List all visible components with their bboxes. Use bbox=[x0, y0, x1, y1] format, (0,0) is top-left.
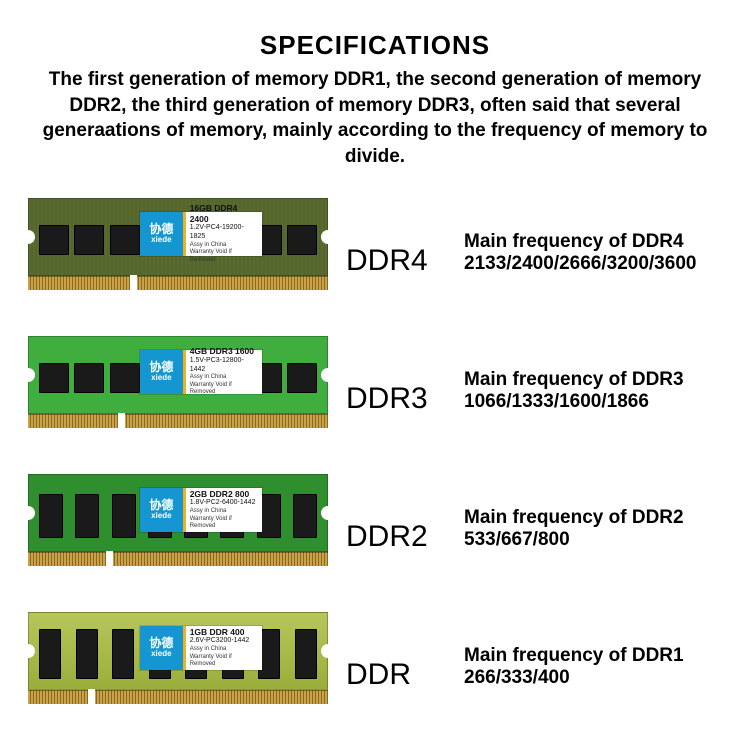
desc-line2: 2133/2400/2666/3200/3600 bbox=[464, 253, 730, 275]
module-rows: 协德xiede16GB DDR4 24001.2V-PC4-19200-1825… bbox=[20, 198, 730, 704]
brand-cn: 协德 bbox=[149, 223, 173, 236]
ram-chip bbox=[39, 629, 61, 679]
subtitle: The first generation of memory DDR1, the… bbox=[20, 67, 730, 170]
sticker-main: 1GB DDR 400 bbox=[190, 627, 258, 638]
desc-line2: 1066/1333/1600/1866 bbox=[464, 391, 730, 413]
ram-chip bbox=[39, 363, 69, 393]
sticker-main: 16GB DDR4 2400 bbox=[190, 203, 258, 224]
ram-sticker: 协德xiede 1GB DDR 4002.6V-PC3200-1442Assy i… bbox=[140, 626, 262, 670]
ram-chip bbox=[287, 363, 317, 393]
ram-chip bbox=[39, 494, 63, 538]
ram-chip bbox=[293, 494, 317, 538]
sticker-warranty: Warranty Void if Removed bbox=[190, 654, 258, 669]
ram-module: 协德xiede 2GB DDR2 8001.8V-PC2-6400-1442Ass… bbox=[28, 474, 328, 566]
sticker-assy: Assy in China bbox=[190, 508, 258, 516]
module-row: 协德xiede 2GB DDR2 8001.8V-PC2-6400-1442Ass… bbox=[28, 474, 730, 566]
brand-en: xiede bbox=[151, 650, 171, 659]
sticker-assy: Assy in China bbox=[190, 646, 258, 654]
ram-contacts bbox=[28, 414, 328, 428]
ram-chip bbox=[110, 225, 140, 255]
sticker-sub: 2.6V-PC3200-1442 bbox=[190, 637, 258, 646]
desc-line1: Main frequency of DDR2 bbox=[464, 507, 730, 529]
ram-chip bbox=[287, 225, 317, 255]
module-row: 协德xiede 1GB DDR 4002.6V-PC3200-1442Assy i… bbox=[28, 612, 730, 704]
module-description: Main frequency of DDR31066/1333/1600/186… bbox=[464, 351, 730, 413]
ram-module: 协德xiede 16GB DDR4 24001.2V-PC4-19200-1825… bbox=[28, 198, 328, 290]
ram-sticker: 协德xiede16GB DDR4 24001.2V-PC4-19200-1825… bbox=[140, 212, 262, 256]
module-description: Main frequency of DDR42133/2400/2666/320… bbox=[464, 213, 730, 275]
ram-contacts bbox=[28, 276, 328, 290]
type-label: DDR4 bbox=[346, 210, 446, 278]
sticker-assy: Assy in China bbox=[190, 242, 258, 250]
sticker-warranty: Warranty Void if Removed bbox=[190, 516, 258, 531]
ram-chip bbox=[295, 629, 317, 679]
ram-chip bbox=[75, 494, 99, 538]
module-description: Main frequency of DDR2533/667/800 bbox=[464, 489, 730, 551]
sticker-main: 4GB DDR3 1600 bbox=[190, 346, 258, 357]
ram-contacts bbox=[28, 690, 328, 704]
type-label: DDR2 bbox=[346, 486, 446, 554]
desc-line2: 533/667/800 bbox=[464, 529, 730, 551]
brand-cn: 协德 bbox=[149, 499, 173, 512]
sticker-warranty: Warranty Void if Removed bbox=[190, 382, 258, 397]
brand-en: xiede bbox=[151, 512, 171, 521]
sticker-sub: 1.5V-PC3-12800-1442 bbox=[190, 357, 258, 375]
ram-chip bbox=[110, 363, 140, 393]
sticker-sub: 1.2V-PC4-19200-1825 bbox=[190, 224, 258, 242]
ram-contacts bbox=[28, 552, 328, 566]
sticker-sub: 1.8V-PC2-6400-1442 bbox=[190, 499, 258, 508]
desc-line1: Main frequency of DDR4 bbox=[464, 231, 730, 253]
type-label: DDR bbox=[346, 624, 446, 692]
module-description: Main frequency of DDR1266/333/400 bbox=[464, 627, 730, 689]
ram-chip bbox=[74, 225, 104, 255]
ram-module: 协德xiede 1GB DDR 4002.6V-PC3200-1442Assy i… bbox=[28, 612, 328, 704]
sticker-main: 2GB DDR2 800 bbox=[190, 489, 258, 500]
ram-chip bbox=[112, 494, 136, 538]
type-label: DDR3 bbox=[346, 348, 446, 416]
ram-chip bbox=[74, 363, 104, 393]
ram-module: 协德xiede 4GB DDR3 16001.5V-PC3-12800-1442A… bbox=[28, 336, 328, 428]
ram-chip bbox=[76, 629, 98, 679]
title: SPECIFICATIONS bbox=[20, 30, 730, 61]
brand-cn: 协德 bbox=[149, 361, 173, 374]
desc-line1: Main frequency of DDR1 bbox=[464, 645, 730, 667]
module-row: 协德xiede 16GB DDR4 24001.2V-PC4-19200-1825… bbox=[28, 198, 730, 290]
ram-chip bbox=[112, 629, 134, 679]
ram-sticker: 协德xiede 2GB DDR2 8001.8V-PC2-6400-1442Ass… bbox=[140, 488, 262, 532]
brand-en: xiede bbox=[151, 374, 171, 383]
brand-en: xiede bbox=[151, 236, 171, 245]
sticker-warranty: Warranty Void if Removed bbox=[190, 249, 258, 264]
header: SPECIFICATIONS The first generation of m… bbox=[20, 30, 730, 170]
desc-line1: Main frequency of DDR3 bbox=[464, 369, 730, 391]
ram-sticker: 协德xiede4GB DDR3 16001.5V-PC3-12800-1442A… bbox=[140, 350, 262, 394]
brand-cn: 协德 bbox=[149, 637, 173, 650]
ram-chip bbox=[39, 225, 69, 255]
desc-line2: 266/333/400 bbox=[464, 667, 730, 689]
module-row: 协德xiede 4GB DDR3 16001.5V-PC3-12800-1442A… bbox=[28, 336, 730, 428]
sticker-assy: Assy in China bbox=[190, 374, 258, 382]
